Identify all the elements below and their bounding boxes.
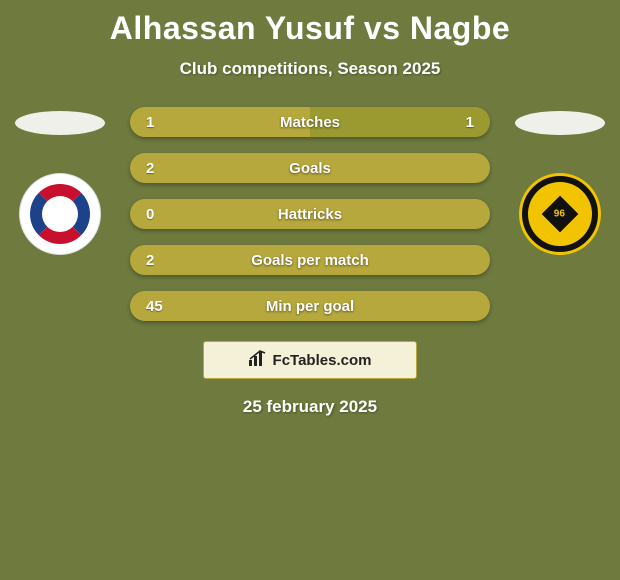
stat-row: 2Goals per match	[130, 245, 490, 275]
team-badge-left-ring	[30, 184, 90, 244]
subtitle: Club competitions, Season 2025	[0, 59, 620, 79]
team-badge-right: 96	[519, 173, 601, 255]
footer-text: FcTables.com	[273, 352, 372, 369]
stat-left-value: 2	[146, 252, 154, 269]
stat-left-value: 0	[146, 206, 154, 223]
player-left-col	[10, 107, 110, 255]
team-badge-right-ring: 96	[528, 182, 592, 246]
stat-label: Matches	[130, 114, 490, 131]
player-right-col: 96	[510, 107, 610, 255]
stat-left-value: 1	[146, 114, 154, 131]
match-date: 25 february 2025	[0, 397, 620, 417]
main-row: 1Matches12Goals0Hattricks2Goals per matc…	[0, 107, 620, 321]
footer-attribution: FcTables.com	[203, 341, 417, 379]
stat-label: Goals	[130, 160, 490, 177]
stat-row: 0Hattricks	[130, 199, 490, 229]
stats-column: 1Matches12Goals0Hattricks2Goals per matc…	[130, 107, 490, 321]
bar-chart-icon	[249, 350, 267, 371]
page-title: Alhassan Yusuf vs Nagbe	[0, 0, 620, 47]
stat-left-value: 45	[146, 298, 163, 315]
stat-row: 1Matches1	[130, 107, 490, 137]
player-right-silhouette	[515, 111, 605, 135]
stat-right-value: 1	[466, 114, 474, 131]
stat-row: 45Min per goal	[130, 291, 490, 321]
stat-row: 2Goals	[130, 153, 490, 183]
comparison-card: Alhassan Yusuf vs Nagbe Club competition…	[0, 0, 620, 580]
stat-label: Min per goal	[130, 298, 490, 315]
player-left-silhouette	[15, 111, 105, 135]
stat-label: Goals per match	[130, 252, 490, 269]
team-badge-left	[19, 173, 101, 255]
team-badge-right-core: 96	[542, 196, 579, 233]
stat-label: Hattricks	[130, 206, 490, 223]
stat-left-value: 2	[146, 160, 154, 177]
